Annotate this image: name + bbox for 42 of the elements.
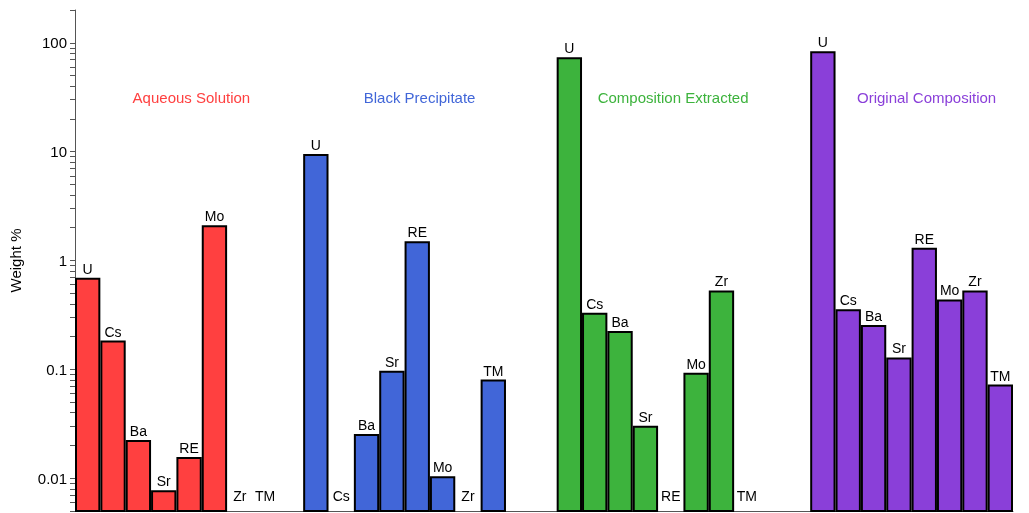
y-tick-label: 0.1	[46, 360, 67, 378]
text: Black Precipitate	[363, 88, 476, 106]
x-tick-label: RE	[914, 230, 934, 247]
x-tick-label: U	[82, 260, 93, 277]
x-tick-label: Cs	[104, 323, 122, 340]
x-tick-label: Sr	[384, 353, 400, 370]
y-tick-label: 100	[41, 34, 67, 52]
x-tick-label: RE	[407, 224, 427, 241]
x-tick-label: Mo	[686, 355, 707, 372]
x-tick-label: Mo	[204, 208, 225, 225]
x-tick-label: Mo	[939, 282, 960, 299]
x-tick-label: Zr	[968, 273, 982, 290]
x-tick-label: Zr	[233, 488, 247, 504]
x-tick-label: Zr	[461, 488, 475, 504]
x-tick-label: U	[564, 40, 575, 57]
y-tick-label: 1	[58, 252, 67, 269]
series-label: Composition Extracted	[597, 88, 749, 106]
x-tick-label: Ba	[357, 416, 376, 433]
x-tick-label: TM	[255, 488, 276, 504]
y-tick-label: 0.01	[37, 469, 67, 487]
x-tick-label: U	[310, 137, 321, 154]
x-tick-label: Mo	[432, 459, 453, 476]
x-tick-label: Cs	[332, 488, 350, 504]
x-tick-label: TM	[990, 367, 1011, 384]
x-tick-label: Zr	[714, 273, 729, 290]
text: Aqueous Solution	[132, 88, 251, 106]
x-tick-label: U	[817, 34, 828, 51]
series-label: Original Composition	[856, 88, 997, 106]
x-tick-label: TM	[483, 362, 504, 379]
x-tick-label: RE	[661, 488, 681, 504]
x-tick-label: Cs	[586, 295, 604, 312]
x-tick-label: Sr	[156, 473, 172, 490]
x-tick-label: TM	[736, 488, 757, 504]
y-axis-title: Weight %	[7, 228, 24, 293]
x-tick-label: Ba	[129, 422, 148, 439]
y-tick-label: 10	[50, 143, 67, 161]
x-tick-label: Ba	[611, 314, 629, 331]
x-tick-label: Sr	[891, 340, 907, 357]
x-tick-label: Ba	[865, 308, 883, 325]
x-tick-label: RE	[179, 440, 199, 457]
x-tick-label: Sr	[638, 408, 653, 425]
x-tick-label: Cs	[839, 292, 857, 309]
